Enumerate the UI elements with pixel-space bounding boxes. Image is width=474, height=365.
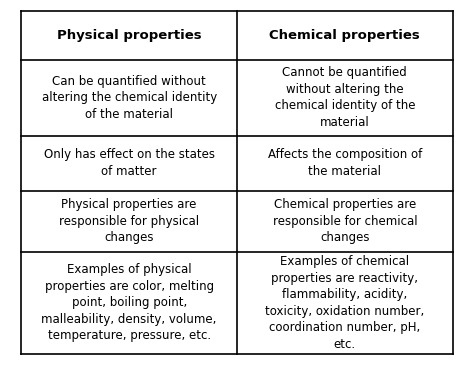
Text: Chemical properties are
responsible for chemical
changes: Chemical properties are responsible for … <box>273 198 417 244</box>
Text: Only has effect on the states
of matter: Only has effect on the states of matter <box>44 148 215 178</box>
Text: Examples of chemical
properties are reactivity,
flammability, acidity,
toxicity,: Examples of chemical properties are reac… <box>265 255 424 351</box>
Text: Physical properties are
responsible for physical
changes: Physical properties are responsible for … <box>59 198 199 244</box>
Text: Examples of physical
properties are color, melting
point, boiling point,
malleab: Examples of physical properties are colo… <box>42 264 217 342</box>
Text: Affects the composition of
the material: Affects the composition of the material <box>268 148 422 178</box>
Text: Physical properties: Physical properties <box>57 29 201 42</box>
Text: Chemical properties: Chemical properties <box>269 29 420 42</box>
Text: Can be quantified without
altering the chemical identity
of the material: Can be quantified without altering the c… <box>42 75 217 121</box>
Text: Cannot be quantified
without altering the
chemical identity of the
material: Cannot be quantified without altering th… <box>274 66 415 129</box>
